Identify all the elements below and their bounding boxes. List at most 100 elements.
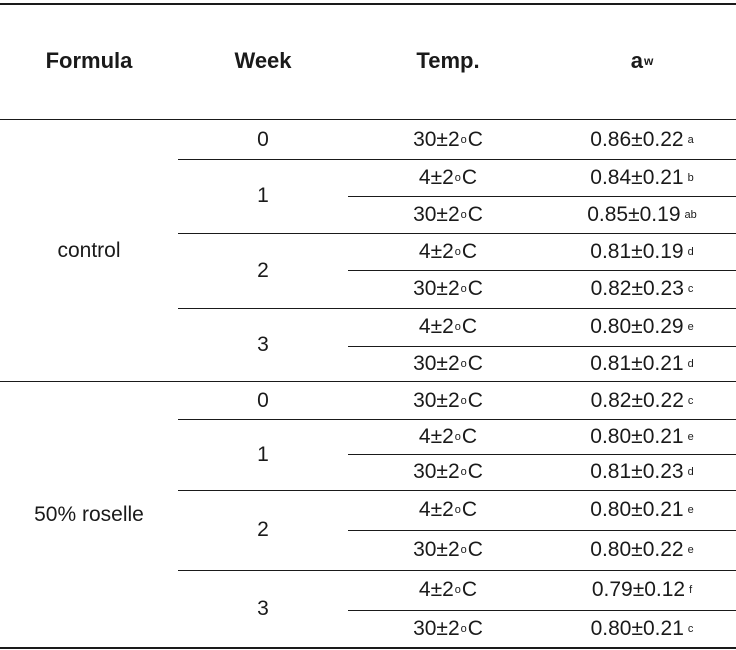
temp-cell: 30±2 o C: [348, 530, 548, 570]
temp-cell: 4±2 o C: [348, 233, 548, 270]
week-divider-rule: [178, 490, 736, 491]
header-temp: Temp.: [416, 48, 480, 73]
significance-letter: e: [687, 544, 694, 556]
temp-value: 4±2: [418, 165, 454, 189]
degree-icon: o: [460, 134, 467, 146]
temp-value: 4±2: [418, 424, 454, 448]
temp-cell: 30±2 o C: [348, 383, 548, 419]
week-divider-rule: [178, 233, 736, 234]
aw-cell: 0.81±0.19 d: [548, 233, 736, 270]
significance-letter: d: [687, 466, 694, 478]
significance-letter: c: [687, 283, 694, 295]
temp-value: 30±2: [413, 538, 460, 561]
temp-unit: C: [467, 351, 483, 375]
temp-unit: C: [467, 460, 483, 483]
week-divider-rule: [178, 570, 736, 571]
aw-value: 0.85±0.19: [587, 202, 681, 226]
temp-value: 30±2: [413, 389, 460, 412]
aw-value: 0.81±0.19: [590, 239, 684, 263]
degree-icon: o: [460, 622, 467, 635]
temp-unit: C: [461, 424, 478, 448]
significance-letter: d: [687, 245, 694, 258]
degree-icon: o: [460, 283, 467, 295]
degree-icon: o: [460, 208, 467, 221]
significance-letter: e: [687, 430, 694, 443]
aw-value: 0.80±0.29: [590, 315, 684, 338]
week-cell: 2: [257, 258, 269, 282]
temp-cell: 4±2 o C: [348, 159, 548, 196]
aw-cell: 0.84±0.21 b: [548, 159, 736, 196]
aw-cell: 0.80±0.21 e: [548, 490, 736, 530]
significance-letter: b: [687, 171, 694, 184]
aw-cell: 0.80±0.29 e: [548, 308, 736, 346]
temp-cell: 30±2 o C: [348, 196, 548, 233]
temp-cell: 30±2 o C: [348, 346, 548, 381]
aw-value: 0.80±0.21: [590, 498, 684, 521]
header-week: Week: [234, 48, 292, 73]
aw-cell: 0.80±0.21 c: [548, 610, 736, 647]
temp-value: 4±2: [418, 498, 454, 521]
degree-icon: o: [460, 466, 467, 478]
week-divider-rule: [178, 308, 736, 309]
temp-value: 30±2: [413, 616, 460, 640]
table-bottom-rule: [0, 647, 736, 649]
group-divider-rule: [0, 381, 736, 382]
temp-value: 30±2: [413, 460, 460, 483]
aw-value: 0.82±0.22: [590, 389, 684, 412]
week-cell: 3: [257, 332, 269, 356]
header-bottom-rule: [0, 119, 736, 120]
aw-cell: 0.86±0.22 a: [548, 121, 736, 159]
significance-letter: e: [687, 321, 694, 333]
aw-cell: 0.81±0.21 d: [548, 346, 736, 381]
significance-letter: c: [687, 395, 694, 407]
week-cell: 0: [257, 128, 269, 151]
header-aw-main: a: [630, 48, 643, 73]
formula-label: 50% roselle: [34, 503, 144, 526]
aw-value: 0.86±0.22: [590, 128, 684, 151]
degree-icon: o: [454, 321, 461, 333]
significance-letter: d: [687, 357, 694, 370]
row-divider-rule: [348, 454, 736, 455]
temp-unit: C: [461, 315, 478, 338]
degree-icon: o: [460, 544, 467, 556]
temp-cell: 30±2 o C: [348, 610, 548, 647]
week-cell: 1: [257, 442, 269, 466]
aw-cell: 0.79±0.12 f: [548, 570, 736, 610]
temp-unit: C: [467, 202, 483, 226]
temp-value: 30±2: [413, 351, 460, 375]
significance-letter: a: [687, 134, 694, 146]
temp-cell: 4±2 o C: [348, 308, 548, 346]
temp-unit: C: [467, 538, 483, 561]
row-divider-rule: [348, 346, 736, 347]
formula-label: control: [57, 239, 121, 262]
significance-letter: e: [687, 504, 694, 516]
row-divider-rule: [348, 530, 736, 531]
aw-value: 0.84±0.21: [590, 165, 684, 189]
row-divider-rule: [348, 196, 736, 197]
temp-cell: 4±2 o C: [348, 419, 548, 454]
degree-icon: o: [454, 245, 461, 258]
aw-value: 0.81±0.21: [590, 351, 684, 375]
aw-cell: 0.81±0.23 d: [548, 454, 736, 490]
week-divider-rule: [178, 159, 736, 160]
temp-unit: C: [467, 128, 483, 151]
aw-value: 0.82±0.23: [590, 277, 684, 300]
table-top-rule: [0, 3, 736, 5]
degree-icon: o: [460, 395, 467, 407]
header-aw-sub: w: [643, 54, 654, 68]
temp-value: 4±2: [418, 315, 454, 338]
temp-cell: 30±2 o C: [348, 270, 548, 308]
aw-cell: 0.82±0.22 c: [548, 383, 736, 419]
row-divider-rule: [348, 610, 736, 611]
row-divider-rule: [348, 270, 736, 271]
temp-value: 4±2: [418, 578, 454, 601]
temp-cell: 4±2 o C: [348, 570, 548, 610]
temp-unit: C: [461, 165, 478, 189]
temp-value: 30±2: [413, 277, 460, 300]
aw-value: 0.81±0.23: [590, 460, 684, 483]
temp-cell: 30±2 o C: [348, 454, 548, 490]
week-cell: 0: [257, 389, 269, 412]
degree-icon: o: [454, 584, 461, 596]
temp-unit: C: [461, 578, 478, 601]
